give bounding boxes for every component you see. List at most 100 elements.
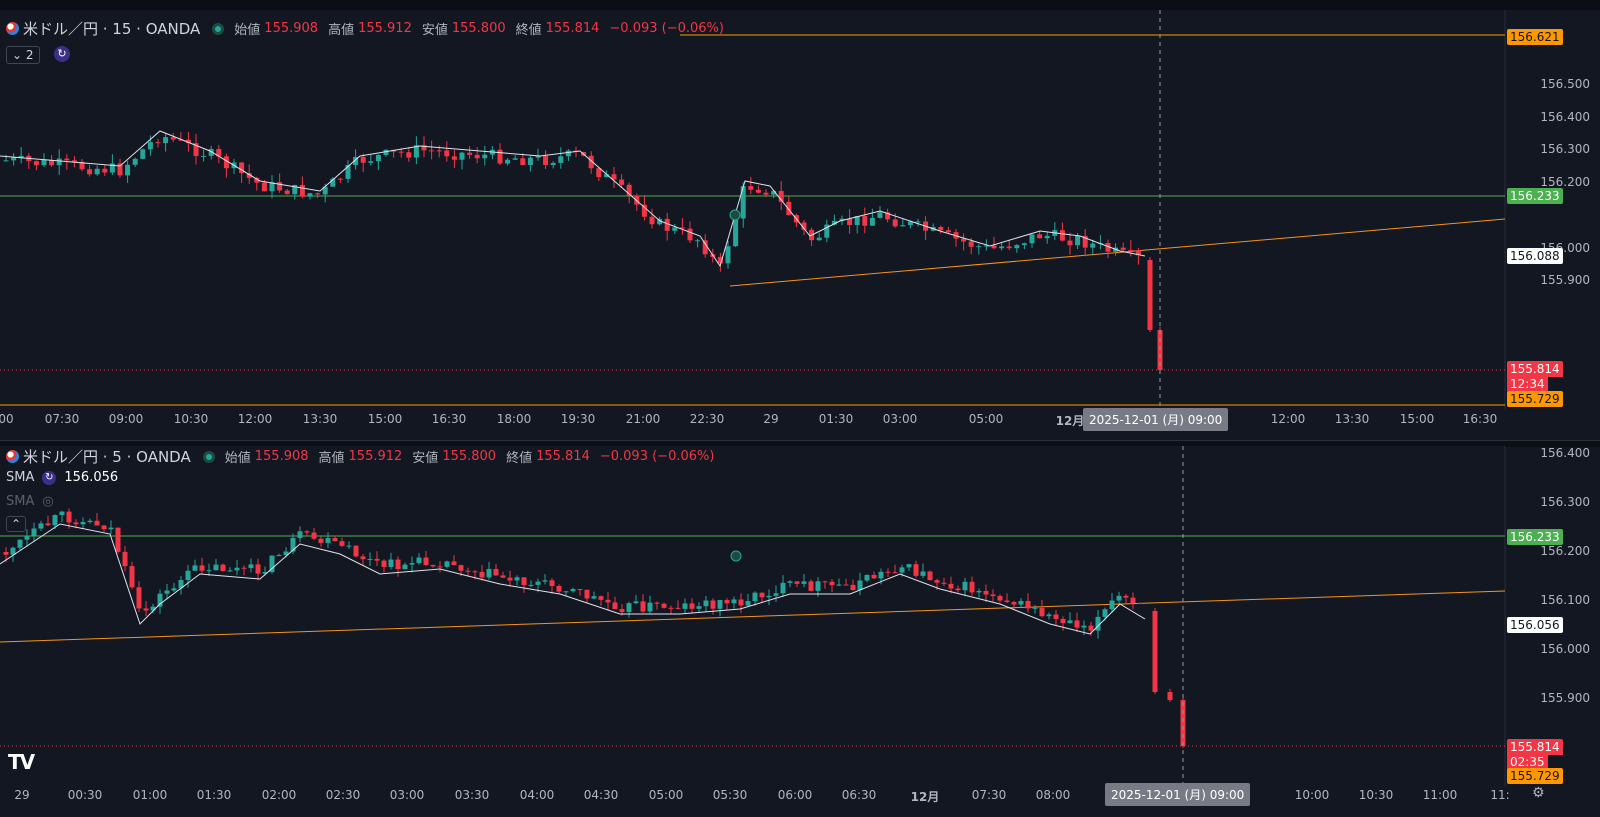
- candle-body: [1059, 230, 1065, 241]
- candle-body: [178, 580, 184, 589]
- symbol-title[interactable]: 米ドル／円 · 5 · OANDA: [23, 448, 191, 466]
- candle-body: [976, 246, 982, 248]
- time-tick: 09:00: [108, 412, 144, 426]
- candle-body: [857, 580, 863, 591]
- candle-body: [163, 137, 169, 144]
- tradingview-logo[interactable]: TV: [8, 750, 35, 774]
- candle-body: [850, 584, 856, 591]
- candle-body: [360, 156, 366, 163]
- candle-body: [920, 571, 926, 576]
- candle-body: [199, 565, 205, 571]
- candle-body: [80, 522, 86, 525]
- ohlc-high-value: 155.912: [358, 21, 412, 36]
- candle-body: [794, 581, 800, 584]
- candle-body: [740, 186, 746, 219]
- candle-body: [71, 160, 77, 162]
- candle-body: [117, 163, 123, 176]
- candle-body: [416, 557, 422, 564]
- candle-body: [763, 192, 769, 195]
- candle-body: [269, 182, 275, 192]
- price-tick: 156.400: [1540, 109, 1590, 124]
- candle-body: [52, 515, 58, 526]
- refresh-icon[interactable]: ↻: [42, 470, 57, 485]
- candle-body: [733, 218, 739, 247]
- candle-body: [147, 142, 153, 150]
- chart-canvas-5m[interactable]: [0, 446, 1600, 817]
- price-tick: 156.200: [1540, 175, 1590, 190]
- candle-body: [641, 204, 647, 217]
- indicator-sma-1[interactable]: SMA ↻ 156.056: [6, 470, 118, 485]
- candle-body: [787, 581, 793, 583]
- candle-body: [878, 571, 884, 579]
- chevron-down-icon: ⌄: [12, 48, 23, 62]
- chart-pane-15m[interactable]: 米ドル／円 · 15 · OANDA 始値 155.908 高値 155.912 安…: [0, 10, 1600, 440]
- candle-body: [1006, 246, 1012, 249]
- symbol-title[interactable]: 米ドル／円 · 15 · OANDA: [23, 20, 201, 38]
- candle-body: [668, 607, 674, 609]
- collapse-indicators-button[interactable]: ⌄ 2: [6, 46, 40, 64]
- candle-body: [1018, 600, 1024, 605]
- market-open-icon: [212, 22, 225, 35]
- candle-body: [808, 581, 814, 591]
- candle-body: [11, 157, 17, 161]
- candle-body: [1105, 243, 1111, 252]
- candle-body: [24, 535, 30, 540]
- candle-body: [315, 193, 321, 195]
- candle-body: [892, 219, 898, 227]
- candle-body: [87, 169, 93, 175]
- candle-body: [854, 216, 860, 225]
- candle-body: [717, 600, 723, 609]
- candle-body: [423, 557, 429, 565]
- change-value: −0.093 (−0.06%): [599, 449, 715, 464]
- candle-body: [815, 581, 821, 591]
- candle-body: [3, 160, 9, 162]
- candle-body: [955, 588, 961, 591]
- price-tick: 155.900: [1540, 273, 1590, 288]
- candle-body: [346, 545, 352, 547]
- candle-body: [307, 193, 313, 197]
- price-tick: 156.000: [1540, 642, 1590, 656]
- candle-body: [299, 184, 305, 197]
- chevron-up-icon: ⌃: [11, 517, 22, 531]
- candle-body: [164, 590, 170, 594]
- candle-body: [577, 589, 583, 591]
- candle-body: [687, 228, 693, 241]
- pane-divider[interactable]: [0, 440, 1600, 447]
- candle-body: [155, 142, 161, 144]
- candle-body: [444, 150, 450, 157]
- candle-body: [1147, 260, 1153, 330]
- candle-body: [49, 159, 55, 166]
- candle-body: [780, 582, 786, 594]
- candle-body: [297, 531, 303, 538]
- candle-body: [246, 173, 252, 178]
- price-tick: 155.900: [1540, 691, 1590, 705]
- candle-body: [962, 581, 968, 591]
- candle-body: [507, 577, 513, 581]
- candle-body: [675, 607, 681, 609]
- time-tick: 11:: [1490, 788, 1510, 802]
- candle-body: [467, 152, 473, 155]
- candle-body: [201, 155, 207, 157]
- trend-line: [729, 218, 1506, 287]
- time-tick: 12月: [910, 790, 940, 804]
- candle-body: [375, 154, 381, 162]
- candle-body: [479, 571, 485, 578]
- time-tick: 04:30: [583, 788, 619, 802]
- candle-body: [899, 567, 905, 573]
- refresh-icon[interactable]: ↻: [54, 46, 70, 62]
- candle-body: [900, 225, 906, 227]
- candle-body: [1109, 600, 1115, 610]
- candle-body: [436, 150, 442, 152]
- chart-pane-5m[interactable]: 米ドル／円 · 5 · OANDA 始値 155.908 高値 155.912 安値…: [0, 446, 1600, 817]
- chart-canvas-15m[interactable]: [0, 10, 1600, 440]
- candle-body: [945, 230, 951, 233]
- collapse-legend-button[interactable]: ⌃: [6, 516, 27, 532]
- eye-hidden-icon[interactable]: ◎: [42, 494, 54, 509]
- candle-body: [1011, 602, 1017, 605]
- settings-gear-icon[interactable]: ⚙: [1532, 785, 1545, 801]
- market-open-icon: [202, 450, 215, 463]
- indicator-sma-2[interactable]: SMA ◎: [6, 494, 54, 509]
- candle-body: [695, 240, 701, 242]
- candle-body: [254, 177, 260, 183]
- time-tick: 05:00: [968, 412, 1004, 426]
